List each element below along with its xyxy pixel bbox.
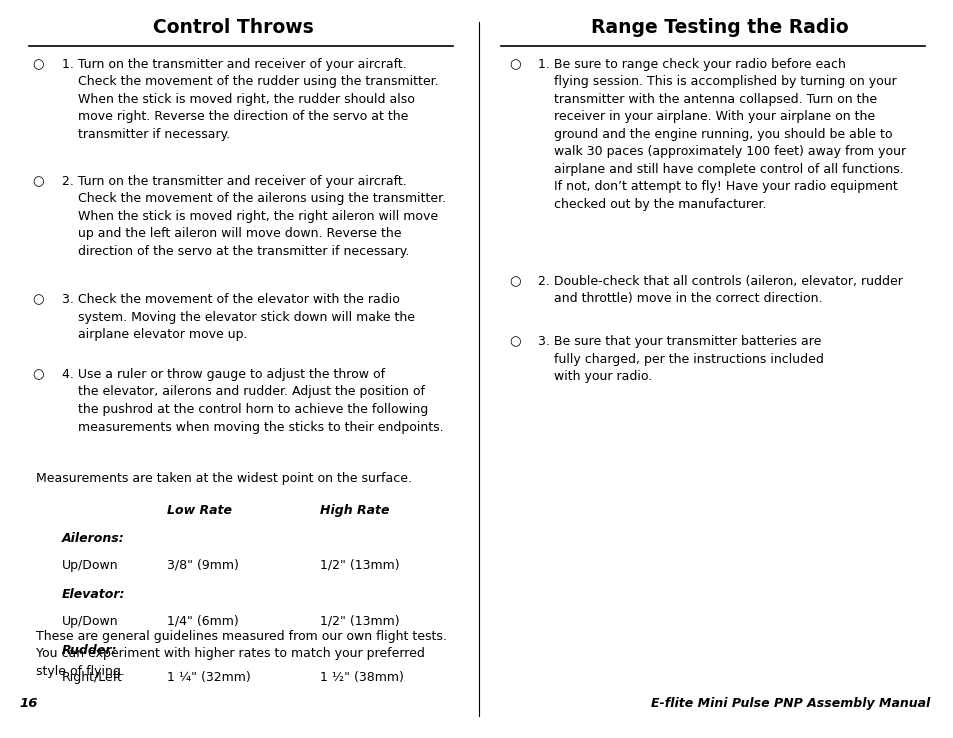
Text: 3. Check the movement of the elevator with the radio
    system. Moving the elev: 3. Check the movement of the elevator wi… (62, 293, 415, 341)
Text: Right/Left: Right/Left (62, 671, 123, 684)
Text: Rudder:: Rudder: (62, 644, 117, 657)
Text: These are general guidelines measured from our own flight tests.
You can experim: These are general guidelines measured fr… (36, 630, 447, 678)
Text: 3/8" (9mm): 3/8" (9mm) (167, 559, 238, 572)
Text: ○: ○ (32, 368, 44, 381)
Text: Range Testing the Radio: Range Testing the Radio (591, 18, 848, 37)
Text: 1/4" (6mm): 1/4" (6mm) (167, 615, 238, 628)
Text: 1/2" (13mm): 1/2" (13mm) (319, 559, 398, 572)
Text: Control Throws: Control Throws (153, 18, 314, 37)
Text: 3. Be sure that your transmitter batteries are
    fully charged, per the instru: 3. Be sure that your transmitter batteri… (537, 335, 823, 383)
Text: E-flite Mini Pulse PNP Assembly Manual: E-flite Mini Pulse PNP Assembly Manual (650, 697, 929, 710)
Text: Ailerons:: Ailerons: (62, 532, 125, 545)
Text: ○: ○ (32, 58, 44, 71)
Text: ○: ○ (509, 275, 520, 288)
Text: 1 ½" (38mm): 1 ½" (38mm) (319, 671, 403, 684)
Text: Low Rate: Low Rate (167, 504, 232, 517)
Text: High Rate: High Rate (319, 504, 389, 517)
Text: ○: ○ (509, 58, 520, 71)
Text: 2. Double-check that all controls (aileron, elevator, rudder
    and throttle) m: 2. Double-check that all controls (ailer… (537, 275, 902, 306)
Text: Up/Down: Up/Down (62, 559, 118, 572)
Text: 1. Be sure to range check your radio before each
    flying session. This is acc: 1. Be sure to range check your radio bef… (537, 58, 905, 211)
Text: Up/Down: Up/Down (62, 615, 118, 628)
Text: Elevator:: Elevator: (62, 588, 126, 601)
Text: Measurements are taken at the widest point on the surface.: Measurements are taken at the widest poi… (36, 472, 412, 485)
Text: 2. Turn on the transmitter and receiver of your aircraft.
    Check the movement: 2. Turn on the transmitter and receiver … (62, 175, 446, 258)
Text: 1 ¼" (32mm): 1 ¼" (32mm) (167, 671, 251, 684)
Text: 4. Use a ruler or throw gauge to adjust the throw of
    the elevator, ailerons : 4. Use a ruler or throw gauge to adjust … (62, 368, 443, 433)
Text: ○: ○ (32, 175, 44, 188)
Text: 1. Turn on the transmitter and receiver of your aircraft.
    Check the movement: 1. Turn on the transmitter and receiver … (62, 58, 438, 141)
Text: ○: ○ (32, 293, 44, 306)
Text: 16: 16 (19, 697, 37, 710)
Text: 1/2" (13mm): 1/2" (13mm) (319, 615, 398, 628)
Text: ○: ○ (509, 335, 520, 348)
